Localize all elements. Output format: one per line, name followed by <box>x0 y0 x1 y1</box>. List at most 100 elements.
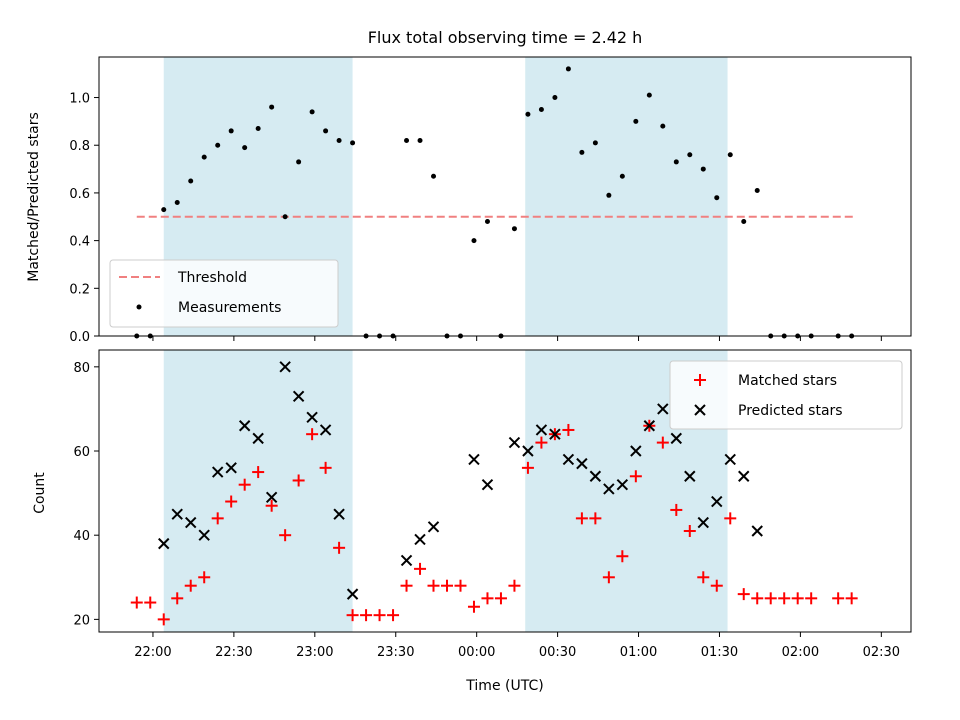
matched-star-marker <box>602 571 615 584</box>
bottom-y-tick-label: 40 <box>73 529 90 544</box>
matched-star-marker <box>616 550 629 563</box>
predicted-star-marker <box>751 525 763 537</box>
predicted-legend-label: Predicted stars <box>738 403 843 419</box>
predicted-star-marker <box>643 420 656 432</box>
bottom-axes-frame <box>98 349 912 633</box>
measurements-legend-marker <box>136 304 142 310</box>
measurement-point <box>741 219 747 225</box>
predicted-star-marker <box>238 420 251 432</box>
matched-star-marker <box>130 596 143 609</box>
matched-star-marker <box>710 579 723 592</box>
top-y-tick-label: 0.6 <box>69 187 90 202</box>
measurement-point <box>215 142 221 148</box>
bottom-y-axis: 20 40 60 80 <box>73 361 99 628</box>
matched-star-marker <box>171 592 184 605</box>
predicted-star-marker <box>468 453 480 466</box>
measurement-point <box>579 149 585 155</box>
measurement-point <box>511 226 517 232</box>
matched-star-marker <box>238 478 251 491</box>
top-legend-box <box>109 259 339 328</box>
predicted-star-marker <box>576 457 588 470</box>
measurement-point <box>538 106 544 112</box>
measurement-point <box>471 238 477 244</box>
measurement-point <box>174 199 180 205</box>
matched-star-marker <box>764 592 777 605</box>
predicted-star-marker <box>738 470 750 482</box>
matched-star-marker <box>494 592 507 605</box>
matched-star-marker <box>441 579 453 592</box>
matched-star-marker <box>387 609 400 622</box>
predicted-star-marker <box>670 432 683 445</box>
top-y-tick-label: 0.2 <box>69 282 90 297</box>
matched-star-marker <box>778 592 791 605</box>
x-tick-label: 00:00 <box>458 645 495 660</box>
matched-star-marker <box>562 423 575 436</box>
predicted-star-marker <box>427 521 440 533</box>
predicted-star-marker <box>697 516 709 529</box>
measurement-point <box>323 128 329 134</box>
matched-star-marker <box>292 474 305 487</box>
bottom-plot-area <box>130 350 858 632</box>
predicted-star-marker <box>171 508 183 520</box>
predicted-star-marker <box>346 588 359 600</box>
x-tick-label: 22:00 <box>134 645 171 660</box>
predicted-star-marker <box>158 537 170 550</box>
matched-star-marker <box>467 600 480 613</box>
measurement-point <box>687 152 693 158</box>
predicted-star-marker <box>522 445 534 457</box>
matched-star-marker <box>656 436 669 449</box>
measurement-point <box>700 166 706 172</box>
x-axis-label: Time (UTC) <box>465 678 543 694</box>
top-y-axis: 0.0 0.2 0.4 0.6 0.8 1.0 <box>69 92 99 345</box>
matched-star-marker <box>832 592 845 605</box>
bottom-y-tick-label: 20 <box>73 613 90 628</box>
measurement-point <box>633 118 639 124</box>
matched-star-marker <box>360 609 373 622</box>
threshold-legend-label: Threshold <box>177 270 247 286</box>
measurement-point <box>592 140 598 146</box>
matched-star-marker <box>751 592 764 605</box>
predicted-star-marker <box>630 445 642 457</box>
x-tick-label: 22:30 <box>215 645 252 660</box>
measurement-point <box>727 152 733 158</box>
matched-star-marker <box>481 592 494 605</box>
matched-star-marker <box>157 613 170 626</box>
measurement-point <box>296 159 302 165</box>
predicted-star-marker <box>562 453 575 466</box>
predicted-star-marker <box>279 361 291 373</box>
bottom-x-axis: 22:00 22:30 23:00 23:30 00:00 00:30 01:00 01:30… <box>134 632 900 660</box>
bottom-legend-box <box>669 360 903 430</box>
matched-star-marker <box>319 461 332 474</box>
predicted-star-marker <box>414 533 426 546</box>
matched-star-marker <box>791 592 804 605</box>
predicted-star-marker <box>657 403 669 415</box>
measurement-point <box>404 137 410 143</box>
measurement-point <box>188 178 194 184</box>
matched-star-marker <box>805 592 818 605</box>
measurement-point <box>552 95 558 101</box>
matched-star-marker <box>670 503 683 516</box>
matched-star-marker <box>697 571 710 584</box>
bottom-y-tick-label: 80 <box>73 361 90 376</box>
top-panel: 0.0 0.2 0.4 0.6 0.8 1.0 Matched/Predicted sta… <box>26 56 912 345</box>
measurements-legend-label: Measurements <box>178 300 281 316</box>
measurement-point <box>336 137 342 143</box>
predicted-star-marker <box>252 432 264 445</box>
matched-star-marker <box>198 571 211 584</box>
matched-star-marker <box>184 579 197 592</box>
bottom-legend: Matched stars Predicted stars <box>669 360 903 430</box>
x-tick-label: 23:00 <box>296 645 333 660</box>
matched-star-marker <box>589 512 602 525</box>
measurement-point <box>255 126 261 132</box>
predicted-star-marker <box>603 483 615 495</box>
matched-star-marker <box>400 579 413 592</box>
predicted-star-marker <box>292 390 305 403</box>
top-y-tick-label: 0.8 <box>69 139 90 154</box>
predicted-star-marker <box>711 495 723 508</box>
measurement-point <box>484 219 490 225</box>
top-y-tick-label: 0.4 <box>69 235 90 250</box>
matched-star-marker <box>724 512 737 525</box>
predicted-star-marker <box>724 453 736 466</box>
x-tick-label: 01:00 <box>620 645 657 660</box>
measurement-point <box>619 173 625 179</box>
